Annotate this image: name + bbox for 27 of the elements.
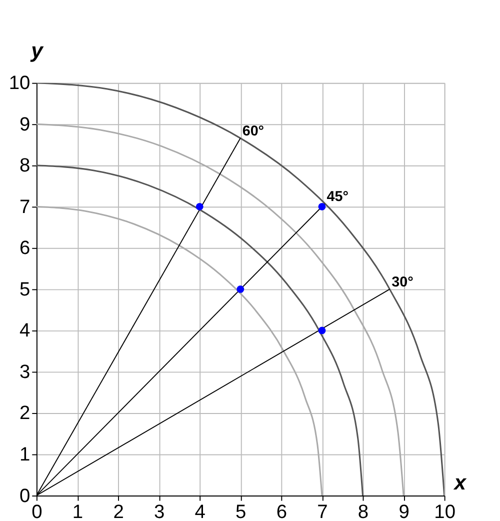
x-tick-label: 6	[276, 502, 288, 521]
x-tick-label: 0	[32, 502, 42, 521]
y-tick-label: 3	[20, 362, 30, 383]
x-tick-label: 3	[154, 502, 165, 521]
series-label: 60°	[242, 123, 264, 140]
x-tick-label: 5	[236, 502, 246, 521]
y-tick-label: 5	[20, 279, 30, 300]
x-tick-label: 2	[113, 502, 124, 521]
series-label: 30°	[392, 274, 414, 290]
y-tick-label: 4	[20, 320, 31, 342]
y-tick-label: 2	[20, 403, 30, 424]
series-label: 45°	[326, 188, 349, 205]
x-tick-label: 10	[434, 502, 456, 521]
y-tick-label: 8	[20, 156, 30, 177]
y-tick-label: 7	[20, 196, 30, 218]
x-axis-title: x	[453, 471, 468, 494]
x-tick-label: 7	[317, 502, 328, 521]
x-tick-label: 8	[358, 502, 369, 521]
x-tick-label: 9	[398, 502, 410, 521]
y-tick-label: 10	[8, 73, 30, 94]
x-tick-label: 1	[72, 502, 84, 521]
y-tick-label: 0	[20, 486, 30, 507]
y-tick-label: 1	[20, 444, 30, 466]
x-tick-label: 4	[194, 502, 206, 521]
y-tick-label: 9	[20, 114, 30, 136]
y-axis-title: y	[30, 39, 44, 62]
y-tick-label: 6	[20, 238, 30, 260]
